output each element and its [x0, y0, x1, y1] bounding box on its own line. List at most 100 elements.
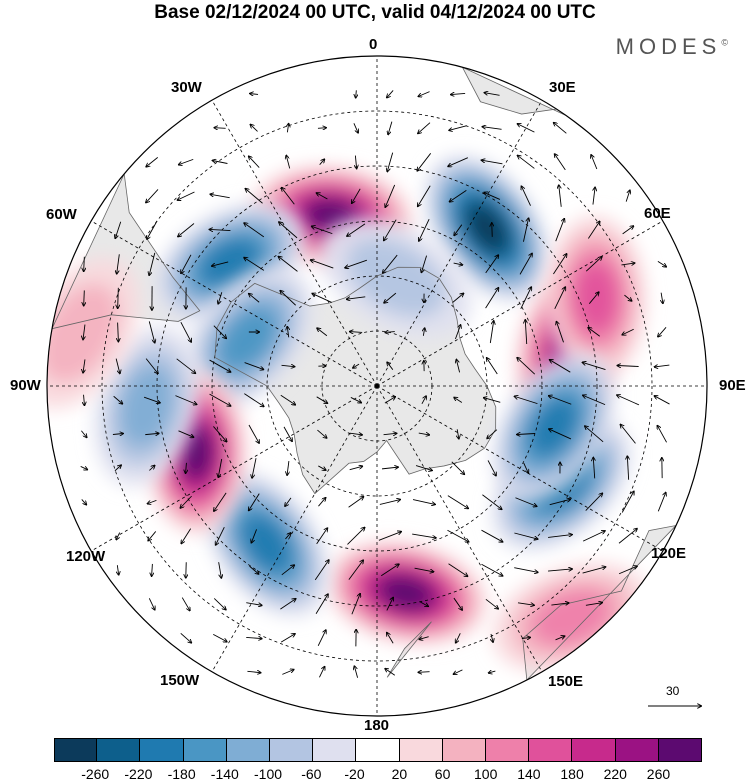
wind-vector	[285, 497, 292, 506]
wind-vector	[453, 263, 463, 265]
wind-vector	[149, 252, 156, 275]
meridian-line	[376, 100, 543, 387]
wind-vector	[251, 529, 257, 542]
wind-vector	[388, 121, 393, 135]
wind-vector	[286, 156, 291, 169]
wind-vector	[418, 433, 429, 435]
wind-vector	[178, 223, 195, 237]
wind-vector	[381, 467, 398, 469]
wind-vector	[287, 124, 288, 133]
coastline	[386, 621, 432, 678]
wind-vector	[587, 221, 599, 239]
wind-vector	[624, 294, 631, 301]
wind-vector	[314, 560, 329, 581]
colorbar-tick-label: -260	[81, 766, 110, 782]
wind-vector	[419, 218, 430, 241]
wind-vector	[485, 288, 499, 309]
wind-vector	[148, 598, 154, 609]
wind-vector	[515, 396, 538, 405]
wind-vector	[214, 128, 226, 129]
wind-vector	[312, 294, 332, 303]
wind-vector	[245, 189, 263, 204]
wind-vector	[181, 597, 190, 611]
wind-vector	[149, 466, 154, 471]
colorbar-segment	[442, 738, 486, 762]
wind-vector	[281, 565, 294, 576]
wind-vector	[588, 328, 601, 337]
wind-vector	[349, 433, 362, 435]
coastline	[214, 266, 497, 495]
wind-vector	[454, 224, 463, 236]
wind-vector	[548, 535, 572, 538]
wind-vector	[517, 602, 534, 605]
wind-vector	[280, 634, 295, 643]
wind-vector	[345, 259, 368, 268]
wind-vector	[525, 320, 526, 345]
anomaly-feature-8	[325, 541, 487, 645]
longitude-label-150w: 150W	[160, 672, 200, 689]
wind-vector	[582, 567, 606, 574]
anomaly-field-layer	[47, 155, 651, 673]
wind-vector	[113, 395, 123, 404]
anomaly-contour-fill	[346, 238, 446, 318]
wind-vector	[312, 226, 333, 235]
wind-vector	[451, 93, 466, 94]
wind-vector	[319, 159, 325, 165]
wind-vector	[520, 287, 531, 309]
wind-vector	[487, 460, 496, 475]
anomaly-feature-14	[320, 218, 472, 338]
colorbar-segment	[183, 738, 227, 762]
wind-vector	[385, 332, 395, 333]
longitude-label-30w: 30W	[171, 79, 202, 96]
colorbar-segment	[356, 738, 400, 762]
colorbar	[54, 738, 702, 762]
wind-vector	[116, 532, 121, 540]
wind-vector	[146, 157, 159, 166]
wind-vector	[555, 636, 565, 641]
colorbar-tick-label: 100	[474, 766, 498, 782]
wind-vector	[246, 602, 261, 606]
wind-vector	[249, 565, 258, 574]
longitude-label-180: 180	[364, 717, 390, 734]
anomaly-contour-fill	[219, 308, 277, 370]
wind-vector	[80, 466, 88, 469]
wind-vector	[585, 603, 602, 606]
wind-vector	[216, 526, 225, 545]
wind-vector	[621, 425, 636, 444]
wind-vector	[315, 594, 328, 614]
wind-vector	[585, 426, 604, 443]
wind-vector	[489, 671, 496, 673]
wind-vector	[186, 462, 187, 473]
wind-vector	[244, 362, 264, 370]
wind-vector	[450, 189, 467, 201]
wind-vector	[583, 395, 606, 406]
wind-vector	[247, 671, 260, 672]
wind-vector	[456, 360, 461, 373]
wind-vector	[353, 123, 358, 132]
wind-vector	[484, 193, 501, 200]
wind-vector	[518, 124, 535, 133]
wind-vector	[117, 254, 120, 273]
anomaly-contour-fill	[200, 239, 259, 286]
wind-vector	[209, 359, 231, 372]
wind-vector	[143, 396, 160, 403]
wind-vector	[244, 393, 263, 407]
wind-vector	[84, 256, 85, 272]
longitude-label-0: 0	[369, 36, 378, 53]
colorbar-segment	[313, 738, 357, 762]
wind-vector	[83, 324, 85, 340]
wind-vector	[550, 360, 571, 373]
meridian-line	[376, 220, 663, 387]
colorbar-segment	[270, 738, 314, 762]
wind-vector	[279, 257, 298, 272]
africa-landmass	[462, 67, 590, 134]
wind-vector	[279, 222, 298, 239]
wind-vector	[318, 465, 325, 470]
wind-vector	[421, 255, 427, 273]
wind-vector	[148, 499, 157, 503]
colorbar-tick-label: -140	[210, 766, 239, 782]
wind-vector	[386, 598, 393, 611]
colorbar-segment	[615, 738, 659, 762]
wind-vector	[180, 321, 191, 342]
